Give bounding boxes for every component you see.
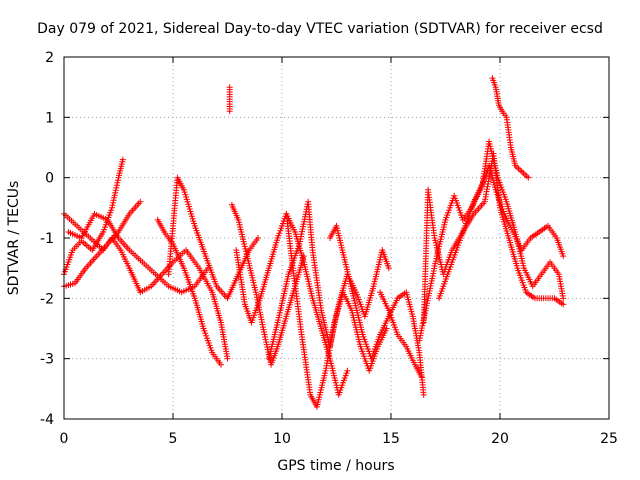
series-arc6	[165, 174, 262, 302]
series-arc2	[61, 198, 144, 290]
data-markers-arc16	[489, 75, 532, 181]
series-arc7	[226, 84, 233, 115]
x-axis-label: GPS time / hours	[277, 458, 394, 474]
series-arc17	[436, 138, 567, 302]
data-markers-arc7	[226, 84, 233, 115]
y-tick-label: -1	[40, 231, 54, 247]
x-tick-label: 15	[382, 431, 400, 447]
data-markers-arc12	[327, 222, 427, 398]
x-tick-label: 5	[169, 431, 178, 447]
y-tick-label: 1	[45, 110, 54, 126]
series-arc13	[377, 289, 425, 380]
data-series	[61, 75, 567, 410]
data-markers-arc6	[165, 174, 262, 302]
x-tick-label: 25	[600, 431, 618, 447]
x-tick-label: 20	[491, 431, 509, 447]
axis-ticks: 0 5 10 15 20 25 -4 -3 -2 -1 0 1 2	[40, 50, 618, 447]
y-tick-label: 0	[45, 171, 54, 187]
y-tick-label: 2	[45, 50, 54, 66]
series-arc11	[265, 198, 392, 362]
data-markers-arc13	[377, 289, 425, 380]
y-tick-label: -3	[40, 352, 54, 368]
series-arc5	[154, 216, 224, 368]
data-markers-arc5	[154, 216, 224, 368]
x-tick-label: 0	[60, 431, 69, 447]
y-axis-label: SDTVAR / TECUs	[6, 181, 22, 296]
y-tick-label: -4	[40, 412, 54, 428]
data-markers-arc4	[65, 210, 211, 296]
chart-title: Day 079 of 2021, Sidereal Day-to-day VTE…	[37, 21, 603, 37]
series-arc12	[327, 222, 427, 398]
data-markers-arc17	[436, 138, 567, 302]
y-tick-label: -2	[40, 291, 54, 307]
data-markers-arc2	[61, 198, 144, 290]
x-tick-label: 10	[273, 431, 291, 447]
series-arc16	[489, 75, 532, 181]
data-markers-arc11	[265, 198, 392, 362]
series-arc4	[65, 210, 211, 296]
